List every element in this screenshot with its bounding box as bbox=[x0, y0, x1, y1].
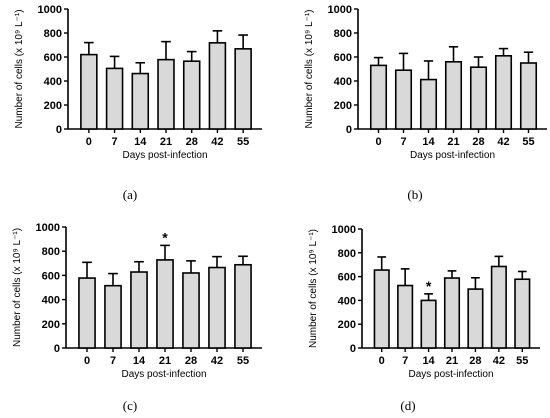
y-tick-label: 200 bbox=[338, 319, 356, 331]
x-tick-label: 7 bbox=[112, 136, 118, 148]
y-axis-title: Number of cells (x 10⁹ L⁻¹) bbox=[308, 229, 319, 348]
x-axis-title: Days post-infection bbox=[410, 150, 495, 161]
x-axis-title: Days post-infection bbox=[408, 369, 493, 380]
y-tick-label: 800 bbox=[42, 246, 60, 258]
x-tick-label: 55 bbox=[237, 136, 249, 148]
x-tick-label: 42 bbox=[211, 136, 223, 148]
bar bbox=[182, 272, 200, 349]
y-tick-label: 400 bbox=[44, 76, 62, 88]
bar bbox=[467, 288, 484, 349]
x-tick-label: 0 bbox=[379, 355, 385, 367]
x-tick-label: 55 bbox=[237, 355, 249, 367]
significance-marker: * bbox=[426, 278, 432, 294]
x-axis-title: Days post-infection bbox=[122, 150, 207, 161]
x-tick-label: 55 bbox=[516, 355, 528, 367]
bar bbox=[420, 299, 437, 349]
bar bbox=[208, 266, 226, 349]
y-tick-label: 1000 bbox=[328, 4, 352, 16]
panel-label: (b) bbox=[407, 187, 422, 202]
y-tick-label: 0 bbox=[56, 124, 62, 136]
y-tick-label: 200 bbox=[42, 319, 60, 331]
panel-label: (d) bbox=[400, 398, 415, 413]
bar bbox=[490, 265, 507, 349]
y-tick-label: 800 bbox=[334, 28, 352, 40]
bar bbox=[105, 67, 124, 130]
significance-marker: * bbox=[162, 229, 168, 245]
panel-label: (c) bbox=[123, 398, 137, 413]
y-tick-label: 600 bbox=[44, 52, 62, 64]
chart-panel-a: 0 200 400 600 800 1000 Number of cells (x 10⁹ … bbox=[14, 4, 262, 202]
bar bbox=[80, 53, 98, 130]
y-axis-title: Number of cells (x 10⁹ L⁻¹) bbox=[304, 9, 315, 128]
bar bbox=[157, 58, 175, 130]
x-tick-label: 7 bbox=[400, 136, 406, 148]
y-tick-label: 600 bbox=[42, 270, 60, 282]
y-tick-label: 800 bbox=[338, 248, 356, 260]
bar bbox=[444, 60, 463, 130]
x-tick-label: 28 bbox=[185, 355, 197, 367]
bar bbox=[182, 60, 201, 130]
x-tick-label: 0 bbox=[84, 355, 90, 367]
x-tick-label: 28 bbox=[186, 136, 198, 148]
x-axis-title: Days post-infection bbox=[121, 369, 206, 380]
x-tick-label: 21 bbox=[159, 355, 171, 367]
y-tick-label: 0 bbox=[54, 343, 60, 355]
y-tick-label: 600 bbox=[338, 272, 356, 284]
bar bbox=[373, 269, 390, 349]
bar bbox=[234, 263, 252, 349]
bar bbox=[394, 69, 413, 130]
x-tick-label: 7 bbox=[402, 355, 408, 367]
y-tick-label: 400 bbox=[334, 76, 352, 88]
x-tick-label: 14 bbox=[134, 136, 147, 148]
y-tick-label: 400 bbox=[42, 295, 60, 307]
y-axis-title: Number of cells (x 10⁹ L⁻¹) bbox=[12, 228, 23, 347]
bar bbox=[234, 48, 252, 130]
bar bbox=[419, 78, 438, 130]
bar bbox=[443, 277, 461, 349]
x-tick-label: 28 bbox=[469, 355, 481, 367]
x-tick-label: 42 bbox=[497, 136, 509, 148]
x-tick-label: 14 bbox=[422, 355, 435, 367]
bar bbox=[208, 42, 227, 130]
y-tick-label: 1000 bbox=[38, 4, 62, 16]
bar bbox=[78, 277, 96, 349]
bar bbox=[397, 284, 414, 349]
x-tick-label: 14 bbox=[133, 355, 146, 367]
chart-panel-c: 0 200 400 600 800 1000 Number of cells (x 10⁹ … bbox=[12, 222, 262, 413]
chart-panel-d: 0 200 400 600 800 1000 Number of cells (x 10⁹ … bbox=[308, 224, 540, 413]
y-tick-label: 200 bbox=[44, 100, 62, 112]
y-axis-title: Number of cells (x 10⁹ L⁻¹) bbox=[14, 9, 25, 128]
bar bbox=[369, 64, 388, 130]
panel-label: (a) bbox=[123, 187, 137, 202]
x-tick-label: 42 bbox=[493, 355, 505, 367]
y-tick-label: 400 bbox=[338, 295, 356, 307]
y-tick-label: 600 bbox=[334, 52, 352, 64]
x-tick-label: 55 bbox=[522, 136, 534, 148]
y-tick-label: 1000 bbox=[36, 222, 60, 234]
bar bbox=[156, 259, 174, 349]
chart-panel-b: 0 200 400 600 800 1000 Number of cells (x 10⁹ … bbox=[304, 4, 547, 202]
x-tick-label: 14 bbox=[422, 136, 435, 148]
bar bbox=[104, 284, 122, 349]
bar bbox=[130, 271, 148, 349]
y-tick-label: 800 bbox=[44, 28, 62, 40]
x-tick-label: 21 bbox=[446, 355, 458, 367]
y-tick-label: 0 bbox=[350, 343, 356, 355]
bar bbox=[514, 278, 531, 349]
x-tick-label: 21 bbox=[160, 136, 172, 148]
x-tick-label: 21 bbox=[447, 136, 459, 148]
x-tick-label: 28 bbox=[472, 136, 484, 148]
bar bbox=[494, 54, 513, 130]
bar bbox=[469, 66, 488, 130]
bar bbox=[519, 62, 538, 130]
y-tick-label: 0 bbox=[346, 124, 352, 136]
y-tick-label: 200 bbox=[334, 100, 352, 112]
bar bbox=[131, 72, 150, 130]
x-tick-label: 7 bbox=[110, 355, 116, 367]
x-tick-label: 0 bbox=[86, 136, 92, 148]
x-tick-label: 42 bbox=[211, 355, 223, 367]
y-tick-label: 1000 bbox=[332, 224, 356, 236]
x-tick-label: 0 bbox=[375, 136, 381, 148]
